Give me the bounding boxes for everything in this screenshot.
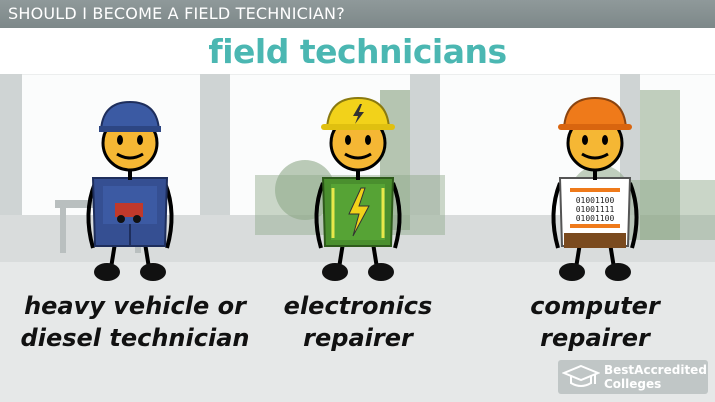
binary-line-3: 01001100 [576, 214, 615, 223]
caption-line: heavy vehicle or [24, 292, 246, 320]
page-title: field technicians [208, 31, 507, 71]
watermark-logo: BestAccredited Colleges [558, 360, 708, 394]
figure-heavy-vehicle-technician [86, 100, 174, 281]
binary-line-1: 01001100 [576, 196, 615, 205]
graduation-cap-icon [562, 364, 600, 387]
figure-computer-repairer: 01001100 01001111 01001100 [551, 96, 639, 281]
breadcrumb: SHOULD I BECOME A FIELD TECHNICIAN? [0, 0, 715, 28]
watermark-line-2: Colleges [604, 377, 662, 391]
caption-line: computer [530, 292, 660, 320]
caption-line: electronics [283, 292, 433, 320]
title-bar: field technicians [0, 28, 715, 74]
caption-computer: computer repairer [505, 290, 685, 354]
caption-electronics: electronics repairer [268, 290, 448, 354]
caption-line: diesel technician [20, 324, 250, 352]
caption-heavy-vehicle: heavy vehicle or diesel technician [20, 290, 250, 354]
caption-line: repairer [540, 324, 650, 352]
figure-electronics-repairer [314, 96, 402, 281]
binary-line-2: 01001111 [576, 205, 615, 214]
watermark-line-1: BestAccredited [604, 363, 707, 377]
caption-line: repairer [303, 324, 413, 352]
